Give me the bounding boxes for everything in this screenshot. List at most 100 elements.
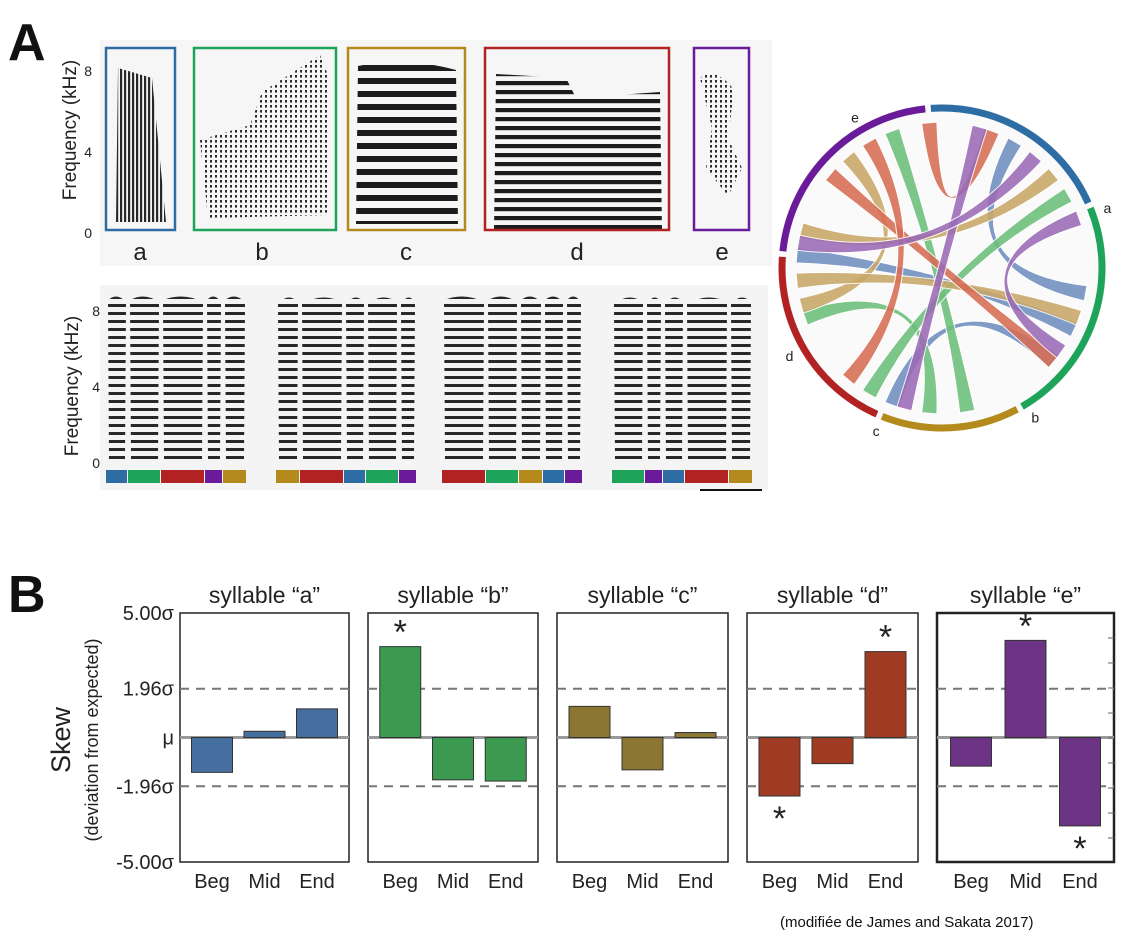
song-burst bbox=[687, 297, 727, 462]
panel-title: syllable “c” bbox=[588, 582, 698, 608]
song-burst bbox=[368, 297, 397, 462]
panel-title: syllable “d” bbox=[777, 582, 888, 608]
song-burst bbox=[130, 296, 159, 462]
y-tick-label: 5.00σ bbox=[123, 603, 175, 625]
spectrogram-e bbox=[692, 46, 751, 232]
syllable-label-b: b bbox=[255, 239, 268, 266]
sequence-bar-e bbox=[399, 470, 416, 483]
sequence-bar-c bbox=[276, 470, 299, 483]
x-tick-label: Mid bbox=[437, 871, 469, 893]
x-tick-label: End bbox=[488, 871, 524, 893]
x-tick-label: Mid bbox=[816, 871, 848, 893]
sequence-bar-c bbox=[729, 470, 752, 483]
x-tick-label: Beg bbox=[382, 871, 418, 893]
bar-end bbox=[484, 737, 527, 782]
song-burst bbox=[731, 297, 751, 462]
ytick-label: 4 bbox=[92, 379, 100, 395]
y-tick-label: -1.96σ bbox=[116, 776, 175, 798]
sequence-bar-b bbox=[486, 470, 518, 483]
song-bursts bbox=[108, 296, 751, 462]
song-burst bbox=[225, 296, 245, 462]
panel-title: syllable “a” bbox=[209, 582, 320, 608]
ytick-label: 4 bbox=[84, 144, 92, 160]
sequence-bar-d bbox=[442, 470, 485, 483]
song-burst bbox=[545, 296, 563, 462]
bar-end bbox=[1059, 737, 1101, 827]
chord-arc-e bbox=[779, 105, 926, 252]
y-axis-title: Skew bbox=[46, 706, 76, 773]
significance-marker: * bbox=[1019, 607, 1032, 645]
sequence-bar-a bbox=[663, 470, 684, 483]
spectrogram-b bbox=[192, 46, 338, 232]
panel-title: syllable “b” bbox=[397, 582, 508, 608]
bar-beg bbox=[758, 737, 801, 797]
song-burst bbox=[163, 296, 203, 462]
x-tick-label: Beg bbox=[572, 871, 608, 893]
y-tick-labels: 5.00σ 1.96σ μ -1.96σ -5.00σ bbox=[116, 603, 175, 874]
song-burst bbox=[567, 296, 581, 462]
sequence-bar-d bbox=[161, 470, 204, 483]
chord-ribbon-d-b bbox=[841, 137, 905, 386]
sequence-bar-b bbox=[366, 470, 398, 483]
song-burst bbox=[444, 296, 484, 462]
skew-panel-a: syllable “a” Beg Mid End bbox=[179, 582, 350, 893]
song-burst bbox=[521, 296, 541, 462]
chord-label-d: d bbox=[786, 348, 794, 364]
spectrogram-d bbox=[483, 46, 671, 232]
skew-panel-e: syllable “e” Beg * Mid * End bbox=[935, 582, 1116, 893]
y-tick-label: μ bbox=[162, 728, 174, 750]
sequence-bar-c bbox=[519, 470, 542, 483]
song-burst bbox=[401, 297, 415, 462]
panel-b-label: B bbox=[8, 566, 46, 624]
x-tick-label: Beg bbox=[762, 871, 798, 893]
syllable-label-a: a bbox=[133, 239, 147, 266]
bar-mid bbox=[1004, 639, 1047, 739]
sequence-bar-e bbox=[205, 470, 222, 483]
bar-mid bbox=[243, 730, 286, 739]
song-sequence-bars bbox=[106, 470, 752, 483]
chord-label-a: a bbox=[1103, 200, 1111, 216]
spectrogram-c bbox=[346, 46, 467, 232]
song-spectrogram: Frequency (kHz) 8 4 0 bbox=[62, 285, 768, 491]
sequence-bar-e bbox=[565, 470, 582, 483]
song-burst bbox=[302, 297, 342, 462]
bar-beg bbox=[950, 737, 992, 767]
x-tick-label: Mid bbox=[626, 871, 658, 893]
chord-label-c: c bbox=[873, 423, 880, 439]
x-tick-label: Beg bbox=[194, 871, 230, 893]
chord-ribbon-e-c bbox=[796, 150, 1043, 254]
sequence-bar-d bbox=[300, 470, 343, 483]
chord-ribbon-e-b bbox=[896, 124, 988, 412]
x-tick-label: Mid bbox=[248, 871, 280, 893]
bar-beg bbox=[191, 737, 233, 773]
chord-arc-a bbox=[930, 104, 1092, 205]
chord-arc-b bbox=[1020, 206, 1106, 410]
bar-beg bbox=[568, 705, 611, 738]
sequence-bar-a bbox=[344, 470, 365, 483]
x-tick-label: Beg bbox=[953, 871, 989, 893]
song-burst bbox=[346, 297, 364, 462]
y-tick-label: 1.96σ bbox=[123, 679, 175, 701]
x-tick-label: End bbox=[299, 871, 335, 893]
significance-marker: * bbox=[394, 614, 407, 652]
syllable-label-d: d bbox=[570, 239, 583, 266]
song-burst bbox=[278, 297, 298, 462]
figure-caption: (modifiée de James and Sakata 2017) bbox=[780, 914, 1034, 931]
sequence-bar-e bbox=[645, 470, 662, 483]
significance-marker: * bbox=[1073, 830, 1086, 868]
spectrogram-a bbox=[104, 46, 177, 232]
ytick-label: 0 bbox=[92, 455, 100, 471]
transition-chord-diagram: d e c a b bbox=[778, 104, 1111, 439]
song-burst bbox=[488, 296, 517, 462]
song-burst bbox=[614, 297, 643, 462]
syllable-spectrograms: Frequency (kHz) 8 4 0 a b c bbox=[60, 40, 772, 266]
chord-ribbon-b-d bbox=[884, 127, 976, 414]
sequence-bar-a bbox=[106, 470, 127, 483]
x-tick-label: End bbox=[1062, 871, 1098, 893]
x-tick-label: Mid bbox=[1009, 871, 1041, 893]
bar-end bbox=[674, 732, 717, 739]
spectrogram-ylabel: Frequency (kHz) bbox=[60, 60, 81, 200]
song-burst bbox=[108, 296, 126, 462]
sequence-bar-b bbox=[612, 470, 644, 483]
